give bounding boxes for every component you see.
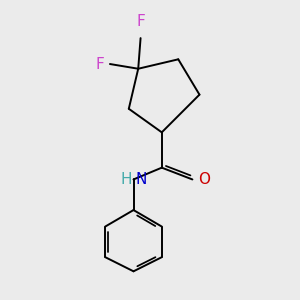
Text: N: N [136,172,147,187]
Text: O: O [198,172,210,187]
Text: F: F [136,14,145,29]
Text: F: F [95,56,104,71]
Text: H: H [121,172,132,187]
